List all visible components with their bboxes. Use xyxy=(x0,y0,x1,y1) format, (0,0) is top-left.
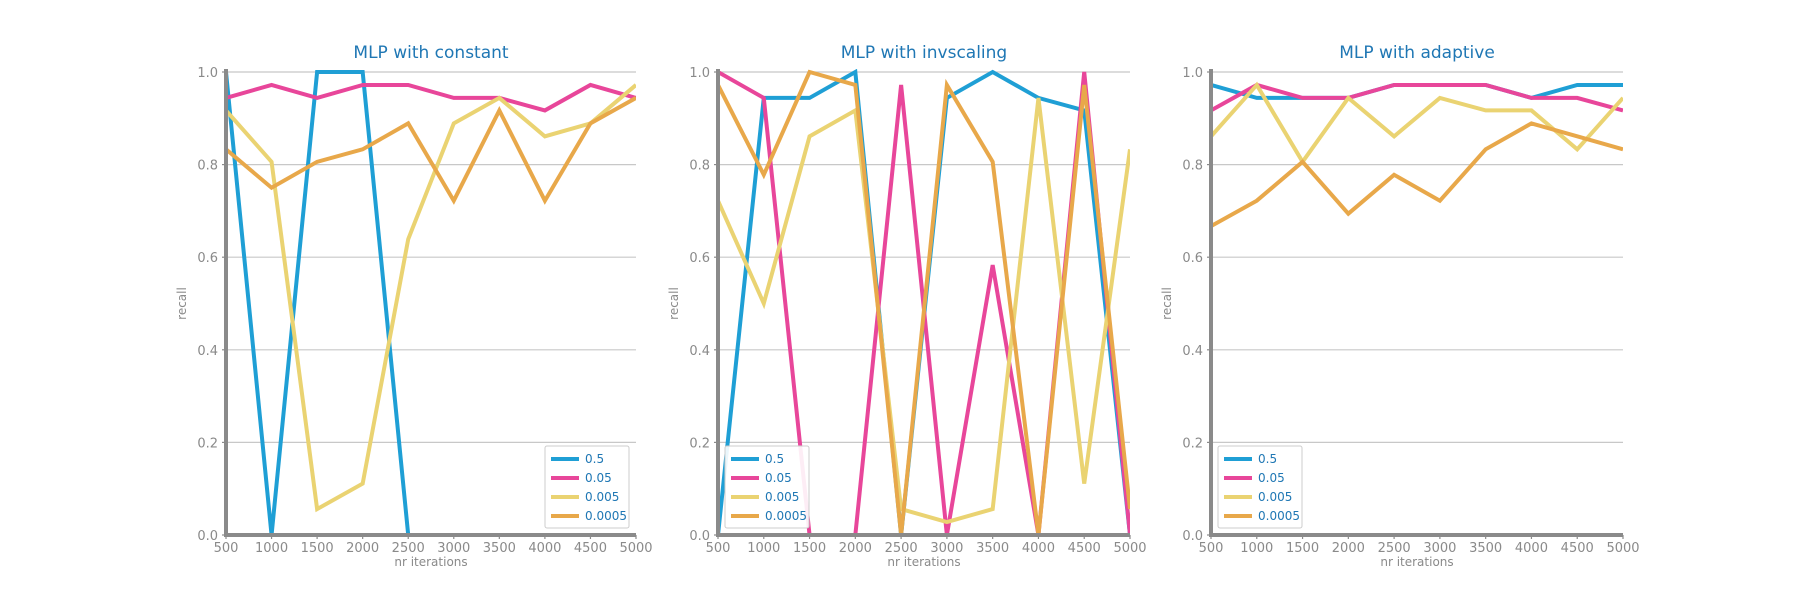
legend: 0.5 0.05 0.005 0.0005 xyxy=(1217,445,1303,529)
x-tick-label: 4000 xyxy=(1022,541,1055,556)
x-tick-label: 2500 xyxy=(1378,541,1411,556)
x-tick-label: 2000 xyxy=(346,541,379,556)
y-tick-label: 0.4 xyxy=(1182,344,1203,359)
series-line-0.0005 xyxy=(226,96,636,205)
x-tick-label: 3000 xyxy=(930,541,963,556)
y-tick-label: 1.0 xyxy=(197,66,218,81)
y-axis-label: recall xyxy=(667,287,681,320)
y-tick-label: 0.6 xyxy=(689,251,710,266)
x-tick-label: 500 xyxy=(214,541,239,556)
y-tick-label: 0.6 xyxy=(1182,251,1203,266)
series-line-0.05 xyxy=(226,82,636,113)
y-tick-label: 0.0 xyxy=(197,529,218,544)
y-tick-label: 0.8 xyxy=(197,159,218,174)
legend-label-0.0005: 0.0005 xyxy=(765,509,807,523)
chart-panel-1: 0.0 0.2 0.4 0.6 0.8 1.0 500 1000 1500 2000 2500 300… xyxy=(175,43,653,569)
series-line-0.0005 xyxy=(1211,121,1623,228)
y-tick-label: 0.4 xyxy=(197,344,218,359)
x-tick-label: 4500 xyxy=(574,541,607,556)
legend-label-0.005: 0.005 xyxy=(1258,490,1292,504)
legend-box xyxy=(544,445,630,529)
y-tick-label: 0.2 xyxy=(689,436,710,451)
y-tick-label: 0.8 xyxy=(689,159,710,174)
series-line-0.05 xyxy=(1211,82,1623,113)
x-tick-label: 3000 xyxy=(437,541,470,556)
series-line-0.005 xyxy=(226,83,636,513)
y-tick-label: 0.6 xyxy=(197,251,218,266)
x-tick-label: 1000 xyxy=(747,541,780,556)
x-axis-label: nr iterations xyxy=(1380,555,1453,569)
legend-label-0.005: 0.005 xyxy=(585,490,619,504)
x-axis-label: nr iterations xyxy=(394,555,467,569)
chart-panel-3: 0.0 0.2 0.4 0.6 0.8 1.0 500 1000 1500 2000 2500 300… xyxy=(1160,43,1640,569)
x-tick-label: 4500 xyxy=(1068,541,1101,556)
x-tick-label: 1500 xyxy=(301,541,334,556)
legend-label-0.05: 0.05 xyxy=(1258,471,1285,485)
chart-title: MLP with constant xyxy=(353,43,509,63)
x-tick-label: 3000 xyxy=(1423,541,1456,556)
x-axis-label: nr iterations xyxy=(887,555,960,569)
y-tick-label: 1.0 xyxy=(1182,66,1203,81)
legend-label-0.05: 0.05 xyxy=(765,471,792,485)
x-tick-label: 500 xyxy=(706,541,731,556)
legend-label-0.005: 0.005 xyxy=(765,490,799,504)
y-tick-label: 0.4 xyxy=(689,344,710,359)
legend-box xyxy=(724,445,810,529)
y-tick-label: 0.2 xyxy=(1182,436,1203,451)
x-tick-label: 5000 xyxy=(619,541,652,556)
y-tick-label: 0.8 xyxy=(1182,159,1203,174)
legend-box xyxy=(1217,445,1303,529)
chart-panel-2: 0.0 0.2 0.4 0.6 0.8 1.0 500 1000 1500 2000 2500 300… xyxy=(667,43,1147,569)
x-tick-label: 1000 xyxy=(255,541,288,556)
y-tick-label: 0.0 xyxy=(689,529,710,544)
x-tick-label: 4500 xyxy=(1561,541,1594,556)
chart-title: MLP with invscaling xyxy=(841,43,1007,63)
x-tick-label: 500 xyxy=(1199,541,1224,556)
x-tick-label: 2000 xyxy=(1332,541,1365,556)
x-tick-label: 5000 xyxy=(1606,541,1639,556)
y-axis-label: recall xyxy=(1160,287,1174,320)
chart-title: MLP with adaptive xyxy=(1339,43,1495,63)
x-tick-label: 3500 xyxy=(976,541,1009,556)
legend: 0.5 0.05 0.005 0.0005 xyxy=(724,445,810,529)
x-tick-label: 3500 xyxy=(483,541,516,556)
legend: 0.5 0.05 0.005 0.0005 xyxy=(544,445,630,529)
legend-label-0.0005: 0.0005 xyxy=(585,509,627,523)
x-tick-label: 1500 xyxy=(1286,541,1319,556)
x-tick-label: 1000 xyxy=(1240,541,1273,556)
y-axis-label: recall xyxy=(175,287,189,320)
legend-label-0.5: 0.5 xyxy=(765,452,784,466)
legend-label-0.0005: 0.0005 xyxy=(1258,509,1300,523)
y-tick-label: 0.0 xyxy=(1182,529,1203,544)
x-tick-label: 2500 xyxy=(392,541,425,556)
x-tick-label: 3500 xyxy=(1469,541,1502,556)
x-tick-label: 5000 xyxy=(1113,541,1146,556)
y-tick-label: 0.2 xyxy=(197,436,218,451)
x-tick-label: 4000 xyxy=(528,541,561,556)
series-line-0.0005 xyxy=(718,69,1130,536)
legend-label-0.5: 0.5 xyxy=(1258,452,1277,466)
x-tick-label: 2000 xyxy=(839,541,872,556)
legend-label-0.05: 0.05 xyxy=(585,471,612,485)
x-tick-label: 2500 xyxy=(885,541,918,556)
legend-label-0.5: 0.5 xyxy=(585,452,604,466)
x-tick-label: 4000 xyxy=(1515,541,1548,556)
y-tick-label: 1.0 xyxy=(689,66,710,81)
x-tick-label: 1500 xyxy=(793,541,826,556)
